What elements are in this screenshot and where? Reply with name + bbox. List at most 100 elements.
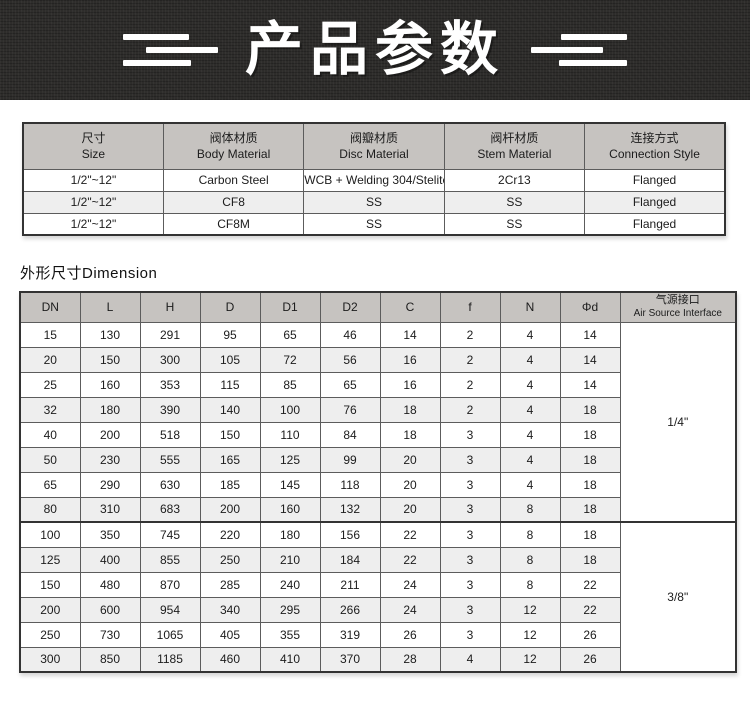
dimension-table-cell: 20 — [379, 446, 441, 473]
dimension-table-cell: 350 — [79, 521, 141, 548]
banner-title: 产品参数 — [244, 17, 505, 82]
dimension-table-cell: 2 — [439, 371, 501, 398]
dimension-table-cell: 40 — [19, 421, 81, 448]
dimension-table-cell: 185 — [199, 471, 261, 498]
dimension-table-cell: 3 — [439, 421, 501, 448]
header-label-en: Body Material — [196, 147, 271, 162]
dimension-column-header: C — [379, 291, 441, 323]
air-source-value-cell: 1/4" — [619, 321, 737, 523]
dimension-table-cell: 319 — [319, 621, 381, 648]
materials-column-header: 阀体材质 Body Material — [162, 122, 305, 170]
materials-table-cell: Flanged — [584, 212, 726, 236]
dimension-column-header: D2 — [319, 291, 381, 323]
header-label-en: Size — [81, 147, 106, 162]
dimension-table-cell: 18 — [559, 421, 621, 448]
dimension-table-cell: 25 — [19, 371, 81, 398]
header-label-zh: 尺寸 — [81, 131, 106, 146]
dimension-table-cell: 266 — [319, 596, 381, 623]
dimension-table-cell: 105 — [199, 346, 261, 373]
dimension-table-cell: 2 — [439, 346, 501, 373]
dimension-table-cell: 4 — [499, 321, 561, 348]
dimension-table-cell: 20 — [379, 471, 441, 498]
header-label-zh: 气源接口 — [655, 294, 700, 307]
dimension-table-cell: 290 — [79, 471, 141, 498]
dimension-column-header: H — [139, 291, 201, 323]
dimension-table-cell: 160 — [79, 371, 141, 398]
dimension-table-cell: 850 — [79, 646, 141, 673]
product-parameters-banner: 产品参数 — [0, 0, 750, 100]
materials-table-cell: Carbon Steel — [162, 168, 305, 192]
dimension-table-cell: 410 — [259, 646, 321, 673]
dimension-table-cell: 100 — [259, 396, 321, 423]
dimension-table-cell: 8 — [499, 521, 561, 548]
dimension-table-cell: 4 — [499, 371, 561, 398]
dimension-table-body: 15 130 291 95 65 46 14 2 4 14 1/4" 20 150 300 105 72 56 1… — [19, 321, 737, 673]
dimension-table-cell: 518 — [139, 421, 201, 448]
dimension-table-row: 150 480 870 285 240 211 24 3 8 22 — [19, 571, 736, 598]
dimension-table-cell: 12 — [499, 596, 561, 623]
materials-table-cell: SS — [303, 212, 445, 236]
materials-table-cell: SS — [303, 190, 445, 214]
dimension-table-cell: 14 — [559, 321, 621, 348]
dimension-table-cell: 12 — [499, 621, 561, 648]
dimension-table-cell: 1185 — [139, 646, 201, 673]
header-label-zh: 阀体材质 — [209, 131, 258, 146]
dimension-table-cell: 14 — [559, 346, 621, 373]
dimension-table-cell: 76 — [319, 396, 381, 423]
dimension-table-cell: 405 — [199, 621, 261, 648]
dimension-table-cell: 26 — [379, 621, 441, 648]
dimension-table-cell: 8 — [499, 546, 561, 573]
dimension-table-cell: 20 — [379, 496, 441, 523]
dimension-table-cell: 870 — [139, 571, 201, 598]
dimension-table-cell: 56 — [319, 346, 381, 373]
header-label-zh: 连接方式 — [630, 131, 679, 146]
decoration-line — [122, 34, 189, 40]
dimension-column-header: L — [79, 291, 141, 323]
dimension-table-cell: 954 — [139, 596, 201, 623]
dimension-table-cell: 18 — [379, 396, 441, 423]
dimension-table-cell: 16 — [379, 346, 441, 373]
dimension-table-cell: 4 — [499, 421, 561, 448]
dimension-column-header: DN — [19, 291, 81, 323]
dimension-table-cell: 180 — [79, 396, 141, 423]
dimension-table-cell: 353 — [139, 371, 201, 398]
dimension-table-row: 200 600 954 340 295 266 24 3 12 22 — [19, 596, 736, 623]
dimension-table-cell: 4 — [439, 646, 501, 673]
materials-table-row: 1/2"~12" CF8M SS SS Flanged — [22, 212, 726, 236]
materials-table-cell: SS — [443, 212, 586, 236]
dimension-table-cell: 165 — [199, 446, 261, 473]
dimension-table-cell: 46 — [319, 321, 381, 348]
banner-right-lines-decoration — [531, 34, 627, 66]
materials-table-body: 1/2"~12" Carbon Steel WCB + Welding 304/St… — [22, 168, 726, 236]
dimension-table-cell: 3 — [439, 446, 501, 473]
dimension-column-header: N — [499, 291, 561, 323]
dimension-table-cell: 480 — [79, 571, 141, 598]
dimension-table-cell: 22 — [559, 596, 621, 623]
dimension-table-cell: 85 — [259, 371, 321, 398]
dimension-table-row: 100 350 745 220 180 156 22 3 8 18 3/8" — [19, 521, 737, 673]
dimension-table-cell: 8 — [499, 571, 561, 598]
decoration-line — [559, 60, 627, 66]
dimension-table-cell: 390 — [139, 396, 201, 423]
dimension-table-cell: 22 — [379, 546, 441, 573]
dimension-table-cell: 26 — [559, 646, 621, 673]
dimension-table-cell: 14 — [559, 371, 621, 398]
dimension-table-cell: 15 — [19, 321, 81, 348]
decoration-line — [561, 34, 627, 40]
dimension-table-cell: 683 — [139, 496, 201, 523]
dimension-table-cell: 65 — [259, 321, 321, 348]
dimension-table-cell: 295 — [259, 596, 321, 623]
dimension-table-cell: 22 — [559, 571, 621, 598]
dimension-table-cell: 160 — [259, 496, 321, 523]
dimension-table-cell: 745 — [139, 521, 201, 548]
dimension-table-cell: 156 — [319, 521, 381, 548]
dimension-table-cell: 220 — [199, 521, 261, 548]
dimension-table-cell: 130 — [79, 321, 141, 348]
dimension-table-cell: 555 — [139, 446, 201, 473]
header-label-en: Stem Material — [477, 147, 552, 162]
dimension-table-cell: 125 — [19, 546, 81, 573]
dimension-table-cell: 300 — [139, 346, 201, 373]
dimension-column-header: D — [199, 291, 261, 323]
dimension-table-cell: 200 — [19, 596, 81, 623]
